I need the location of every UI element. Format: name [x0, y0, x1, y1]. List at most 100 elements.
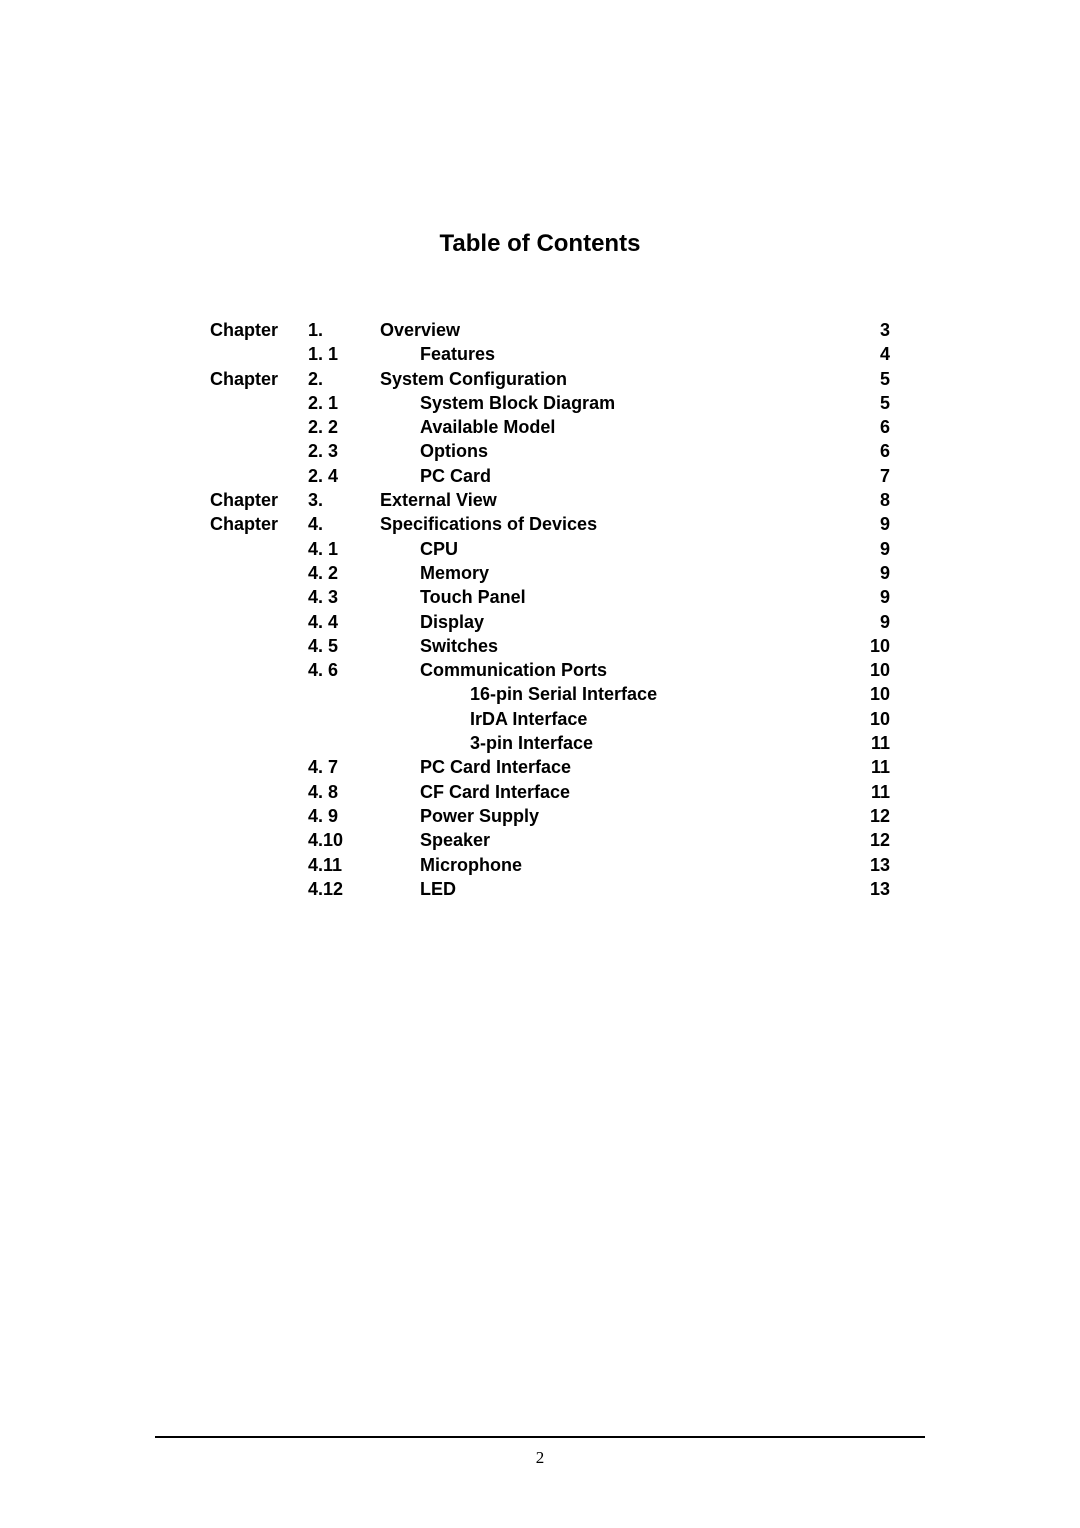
toc-page-number: 9 — [850, 561, 890, 585]
toc-row: Chapter3.External View8 — [210, 488, 890, 512]
toc-row: 2. 1System Block Diagram5 — [210, 391, 890, 415]
toc-page-number: 10 — [850, 658, 890, 682]
toc-chapter-label — [210, 828, 308, 852]
toc-entry-title: Specifications of Devices — [380, 512, 850, 536]
toc-page-number: 9 — [850, 585, 890, 609]
toc-entry-title: External View — [380, 488, 850, 512]
toc-section-number: 4. 8 — [308, 780, 380, 804]
toc-row: 4. 2Memory9 — [210, 561, 890, 585]
toc-page-number: 12 — [850, 828, 890, 852]
toc-chapter-label — [210, 439, 308, 463]
toc-row: 2. 2Available Model6 — [210, 415, 890, 439]
toc-section-number — [308, 707, 380, 731]
toc-chapter-label — [210, 682, 308, 706]
toc-chapter-label — [210, 634, 308, 658]
toc-row: 4. 9Power Supply12 — [210, 804, 890, 828]
page-title: Table of Contents — [155, 230, 925, 258]
toc-entry-title: Switches — [380, 634, 850, 658]
toc-chapter-label — [210, 853, 308, 877]
toc-entry-title: Memory — [380, 561, 850, 585]
toc-section-number: 4. 5 — [308, 634, 380, 658]
toc-section-number: 4. 7 — [308, 755, 380, 779]
toc-row: 4. 1CPU9 — [210, 537, 890, 561]
toc-entry-title: Microphone — [380, 853, 850, 877]
toc-entry-title: Options — [380, 439, 850, 463]
toc-section-number: 2. 1 — [308, 391, 380, 415]
toc-row: 16-pin Serial Interface10 — [210, 682, 890, 706]
page-footer: 2 — [155, 1436, 925, 1468]
toc-page-number: 9 — [850, 512, 890, 536]
toc-page-number: 5 — [850, 367, 890, 391]
toc-row: 4. 3Touch Panel9 — [210, 585, 890, 609]
toc-entry-title: Touch Panel — [380, 585, 850, 609]
toc-row: 4.11Microphone13 — [210, 853, 890, 877]
toc-row: 4. 4Display9 — [210, 610, 890, 634]
toc-row: Chapter2.System Configuration5 — [210, 367, 890, 391]
toc-section-number: 3. — [308, 488, 380, 512]
toc-chapter-label — [210, 877, 308, 901]
toc-chapter-label: Chapter — [210, 488, 308, 512]
toc-page-number: 11 — [850, 780, 890, 804]
toc-chapter-label — [210, 780, 308, 804]
toc-row: 4.10Speaker12 — [210, 828, 890, 852]
toc-entry-title: Overview — [380, 318, 850, 342]
toc-chapter-label — [210, 561, 308, 585]
toc-chapter-label — [210, 391, 308, 415]
toc-page-number: 8 — [850, 488, 890, 512]
toc-entry-title: CF Card Interface — [380, 780, 850, 804]
toc-section-number — [308, 731, 380, 755]
toc-page-number: 10 — [850, 634, 890, 658]
toc-section-number: 2. 4 — [308, 464, 380, 488]
toc-page-number: 11 — [850, 755, 890, 779]
toc-section-number: 2. 2 — [308, 415, 380, 439]
toc-page-number: 9 — [850, 537, 890, 561]
toc-page-number: 9 — [850, 610, 890, 634]
toc-entry-title: PC Card Interface — [380, 755, 850, 779]
toc-page-number: 7 — [850, 464, 890, 488]
toc-section-number: 1. — [308, 318, 380, 342]
toc-chapter-label — [210, 707, 308, 731]
toc-page-number: 13 — [850, 877, 890, 901]
toc-entry-title: Display — [380, 610, 850, 634]
table-of-contents: Chapter1.Overview31. 1Features4Chapter2.… — [210, 318, 890, 901]
toc-section-number: 2. 3 — [308, 439, 380, 463]
toc-section-number: 4.10 — [308, 828, 380, 852]
toc-page-number: 4 — [850, 342, 890, 366]
toc-chapter-label — [210, 755, 308, 779]
toc-section-number: 4. 9 — [308, 804, 380, 828]
toc-entry-title: System Block Diagram — [380, 391, 850, 415]
toc-entry-title: IrDA Interface — [380, 707, 850, 731]
toc-chapter-label: Chapter — [210, 512, 308, 536]
toc-entry-title: Communication Ports — [380, 658, 850, 682]
toc-section-number: 4. 6 — [308, 658, 380, 682]
toc-page-number: 12 — [850, 804, 890, 828]
toc-row: 2. 4PC Card7 — [210, 464, 890, 488]
toc-page-number: 5 — [850, 391, 890, 415]
toc-chapter-label — [210, 464, 308, 488]
toc-section-number: 4. — [308, 512, 380, 536]
toc-page-number: 6 — [850, 415, 890, 439]
toc-chapter-label: Chapter — [210, 318, 308, 342]
toc-row: 4. 6Communication Ports10 — [210, 658, 890, 682]
toc-page-number: 10 — [850, 682, 890, 706]
toc-row: 4. 7PC Card Interface11 — [210, 755, 890, 779]
page-number: 2 — [155, 1448, 925, 1468]
toc-page-number: 13 — [850, 853, 890, 877]
toc-section-number: 4. 2 — [308, 561, 380, 585]
toc-row: 4. 5Switches10 — [210, 634, 890, 658]
toc-row: IrDA Interface10 — [210, 707, 890, 731]
toc-page-number: 11 — [850, 731, 890, 755]
document-page: Table of Contents Chapter1.Overview31. 1… — [0, 0, 1080, 1528]
toc-section-number: 4.11 — [308, 853, 380, 877]
toc-entry-title: LED — [380, 877, 850, 901]
toc-entry-title: 16-pin Serial Interface — [380, 682, 850, 706]
toc-entry-title: Features — [380, 342, 850, 366]
toc-chapter-label — [210, 585, 308, 609]
toc-section-number: 4. 4 — [308, 610, 380, 634]
toc-entry-title: Power Supply — [380, 804, 850, 828]
toc-entry-title: PC Card — [380, 464, 850, 488]
toc-section-number: 4. 3 — [308, 585, 380, 609]
toc-row: 4. 8CF Card Interface11 — [210, 780, 890, 804]
toc-section-number: 4. 1 — [308, 537, 380, 561]
toc-page-number: 6 — [850, 439, 890, 463]
